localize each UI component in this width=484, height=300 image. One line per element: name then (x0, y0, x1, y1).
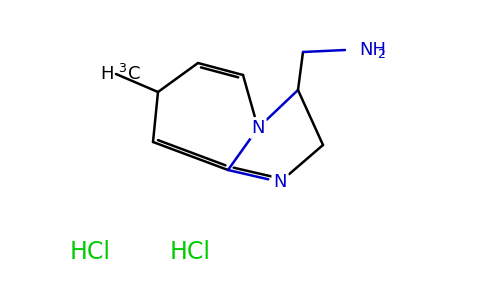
Text: HCl: HCl (70, 240, 110, 264)
Text: 3: 3 (118, 62, 126, 76)
Text: N: N (251, 119, 265, 137)
Text: HCl: HCl (169, 240, 211, 264)
Text: C: C (128, 65, 140, 83)
Text: N: N (273, 173, 287, 191)
Text: H: H (101, 65, 114, 83)
Text: NH: NH (359, 41, 386, 59)
Text: 2: 2 (377, 47, 385, 61)
